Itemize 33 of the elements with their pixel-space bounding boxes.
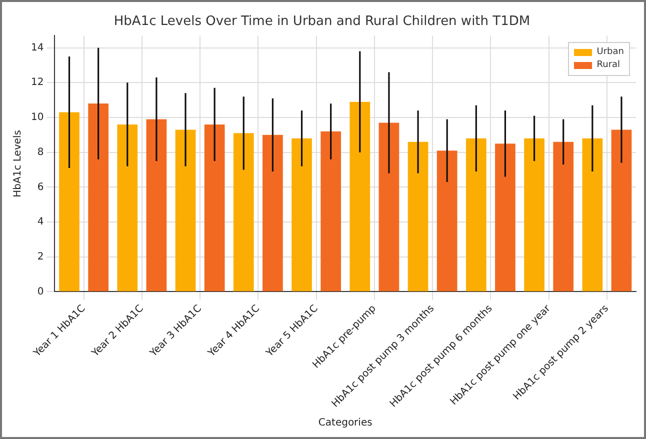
chart-title: HbA1c Levels Over Time in Urban and Rural Children with T1DM [114, 14, 530, 30]
bar [262, 134, 283, 292]
bar [378, 122, 400, 292]
y-tick-label: 10 [30, 112, 44, 124]
bar [88, 104, 108, 292]
bar [59, 112, 80, 292]
y-tick-label: 12 [30, 77, 44, 88]
bar [495, 144, 516, 292]
y-tick-label: 0 [37, 286, 44, 298]
bar [320, 131, 342, 292]
bar [204, 124, 225, 292]
y-axis-title: HbA1c Levels [12, 130, 24, 198]
bar [466, 138, 486, 292]
y-tick-label: 2 [37, 251, 44, 262]
bar [436, 150, 458, 292]
bar [350, 102, 370, 292]
bar [553, 142, 574, 292]
bar [611, 130, 632, 292]
x-axis-title: Categories [318, 418, 372, 429]
y-tick-label: 4 [37, 216, 44, 228]
y-tick-label: 8 [37, 146, 44, 158]
legend-label: Urban [596, 46, 624, 59]
bar [292, 138, 312, 292]
bar [524, 138, 544, 292]
bar [582, 138, 603, 292]
bar [408, 142, 428, 292]
y-tick-label: 6 [37, 182, 44, 193]
y-tick-label: 14 [30, 42, 44, 54]
bar [175, 130, 196, 292]
bar [146, 119, 167, 292]
bar [117, 124, 138, 292]
bar [233, 133, 254, 292]
legend-label: Rural [596, 58, 620, 72]
